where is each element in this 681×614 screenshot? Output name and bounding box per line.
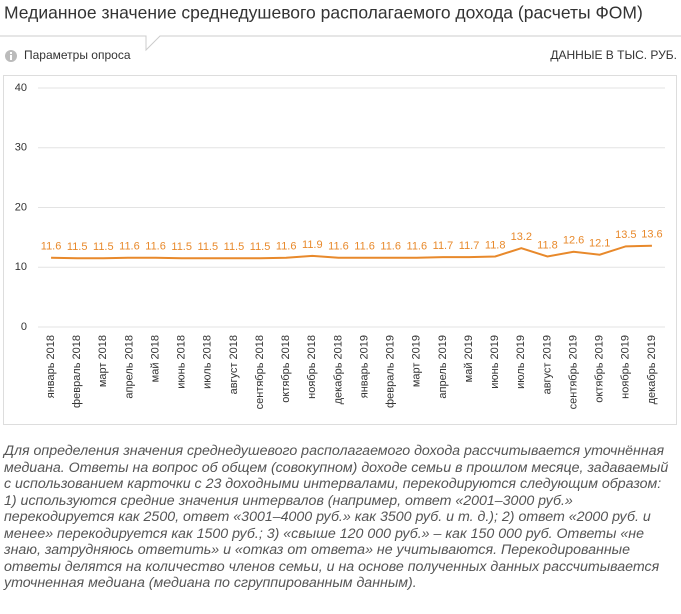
value-label: 11.8 — [485, 239, 506, 251]
value-label: 13.2 — [511, 231, 532, 243]
x-tick-label: апрель 2019 — [437, 335, 449, 399]
x-tick-label: март 2019 — [411, 335, 423, 387]
x-tick-label: апрель 2018 — [123, 335, 135, 399]
x-tick-label: февраль 2018 — [71, 335, 83, 408]
value-label: 11.6 — [145, 241, 166, 253]
value-label: 11.6 — [119, 241, 140, 253]
x-tick-label: июль 2018 — [202, 335, 214, 389]
data-line — [51, 244, 652, 260]
value-label: 11.6 — [328, 241, 349, 253]
chart-title: Медианное значение среднедушевого распол… — [4, 3, 643, 23]
x-tick-label: январь 2019 — [358, 335, 370, 398]
info-icon-stem — [10, 55, 12, 60]
x-tick-label: сентябрь 2019 — [567, 335, 579, 409]
value-label: 11.5 — [198, 241, 219, 253]
value-label: 11.8 — [537, 239, 558, 251]
y-tick-label: 20 — [15, 201, 27, 213]
value-label: 11.7 — [459, 240, 480, 252]
x-tick-label: октябрь 2018 — [280, 335, 292, 403]
value-label: 11.6 — [380, 241, 401, 253]
x-tick-label: декабрь 2019 — [646, 335, 658, 404]
x-tick-label: ноябрь 2019 — [620, 335, 632, 399]
x-tick-label: август 2019 — [541, 335, 553, 394]
y-tick-label: 40 — [15, 82, 27, 94]
y-tick-label: 0 — [21, 321, 27, 333]
x-tick-label: май 2019 — [463, 335, 475, 382]
y-tick-label: 10 — [15, 261, 27, 273]
survey-params-button[interactable]: Параметры опроса — [24, 48, 131, 62]
chart: Медианное значение среднедушевого распол… — [0, 3, 681, 425]
x-tick-label: январь 2018 — [45, 335, 57, 398]
x-tick-label: март 2018 — [97, 335, 109, 387]
header-divider — [0, 35, 681, 52]
value-label: 11.5 — [224, 241, 245, 253]
value-label: 11.6 — [354, 241, 375, 253]
value-label: 11.5 — [93, 241, 114, 253]
chart-frame — [3, 75, 677, 425]
value-label: 11.5 — [171, 241, 192, 253]
value-label: 11.5 — [250, 241, 271, 253]
footnote: Для определения значения среднедушевого … — [4, 443, 669, 591]
x-tick-label: июнь 2019 — [489, 335, 501, 389]
value-label: 13.6 — [641, 229, 662, 241]
value-label: 11.6 — [407, 241, 428, 253]
value-label: 12.1 — [589, 238, 610, 250]
x-tick-label: июнь 2018 — [176, 335, 188, 389]
units-label: ДАННЫЕ В ТЫС. РУБ. — [550, 48, 677, 62]
x-tick-label: ноябрь 2018 — [306, 335, 318, 399]
x-tick-label: сентябрь 2018 — [254, 335, 266, 409]
x-tick-label: октябрь 2019 — [594, 335, 606, 403]
value-label: 11.7 — [433, 240, 454, 252]
x-tick-label: февраль 2019 — [385, 335, 397, 408]
info-icon-dot — [10, 52, 12, 54]
x-tick-label: декабрь 2018 — [332, 335, 344, 404]
value-label: 12.6 — [563, 235, 584, 247]
value-label: 11.9 — [302, 239, 323, 251]
value-label: 13.5 — [615, 229, 636, 241]
value-label: 11.5 — [67, 241, 88, 253]
value-label: 11.6 — [276, 241, 297, 253]
x-tick-label: август 2018 — [228, 335, 240, 394]
x-tick-label: июль 2019 — [515, 335, 527, 389]
y-tick-label: 30 — [15, 142, 27, 154]
value-label: 11.6 — [41, 241, 62, 253]
x-tick-label: май 2018 — [149, 335, 161, 382]
